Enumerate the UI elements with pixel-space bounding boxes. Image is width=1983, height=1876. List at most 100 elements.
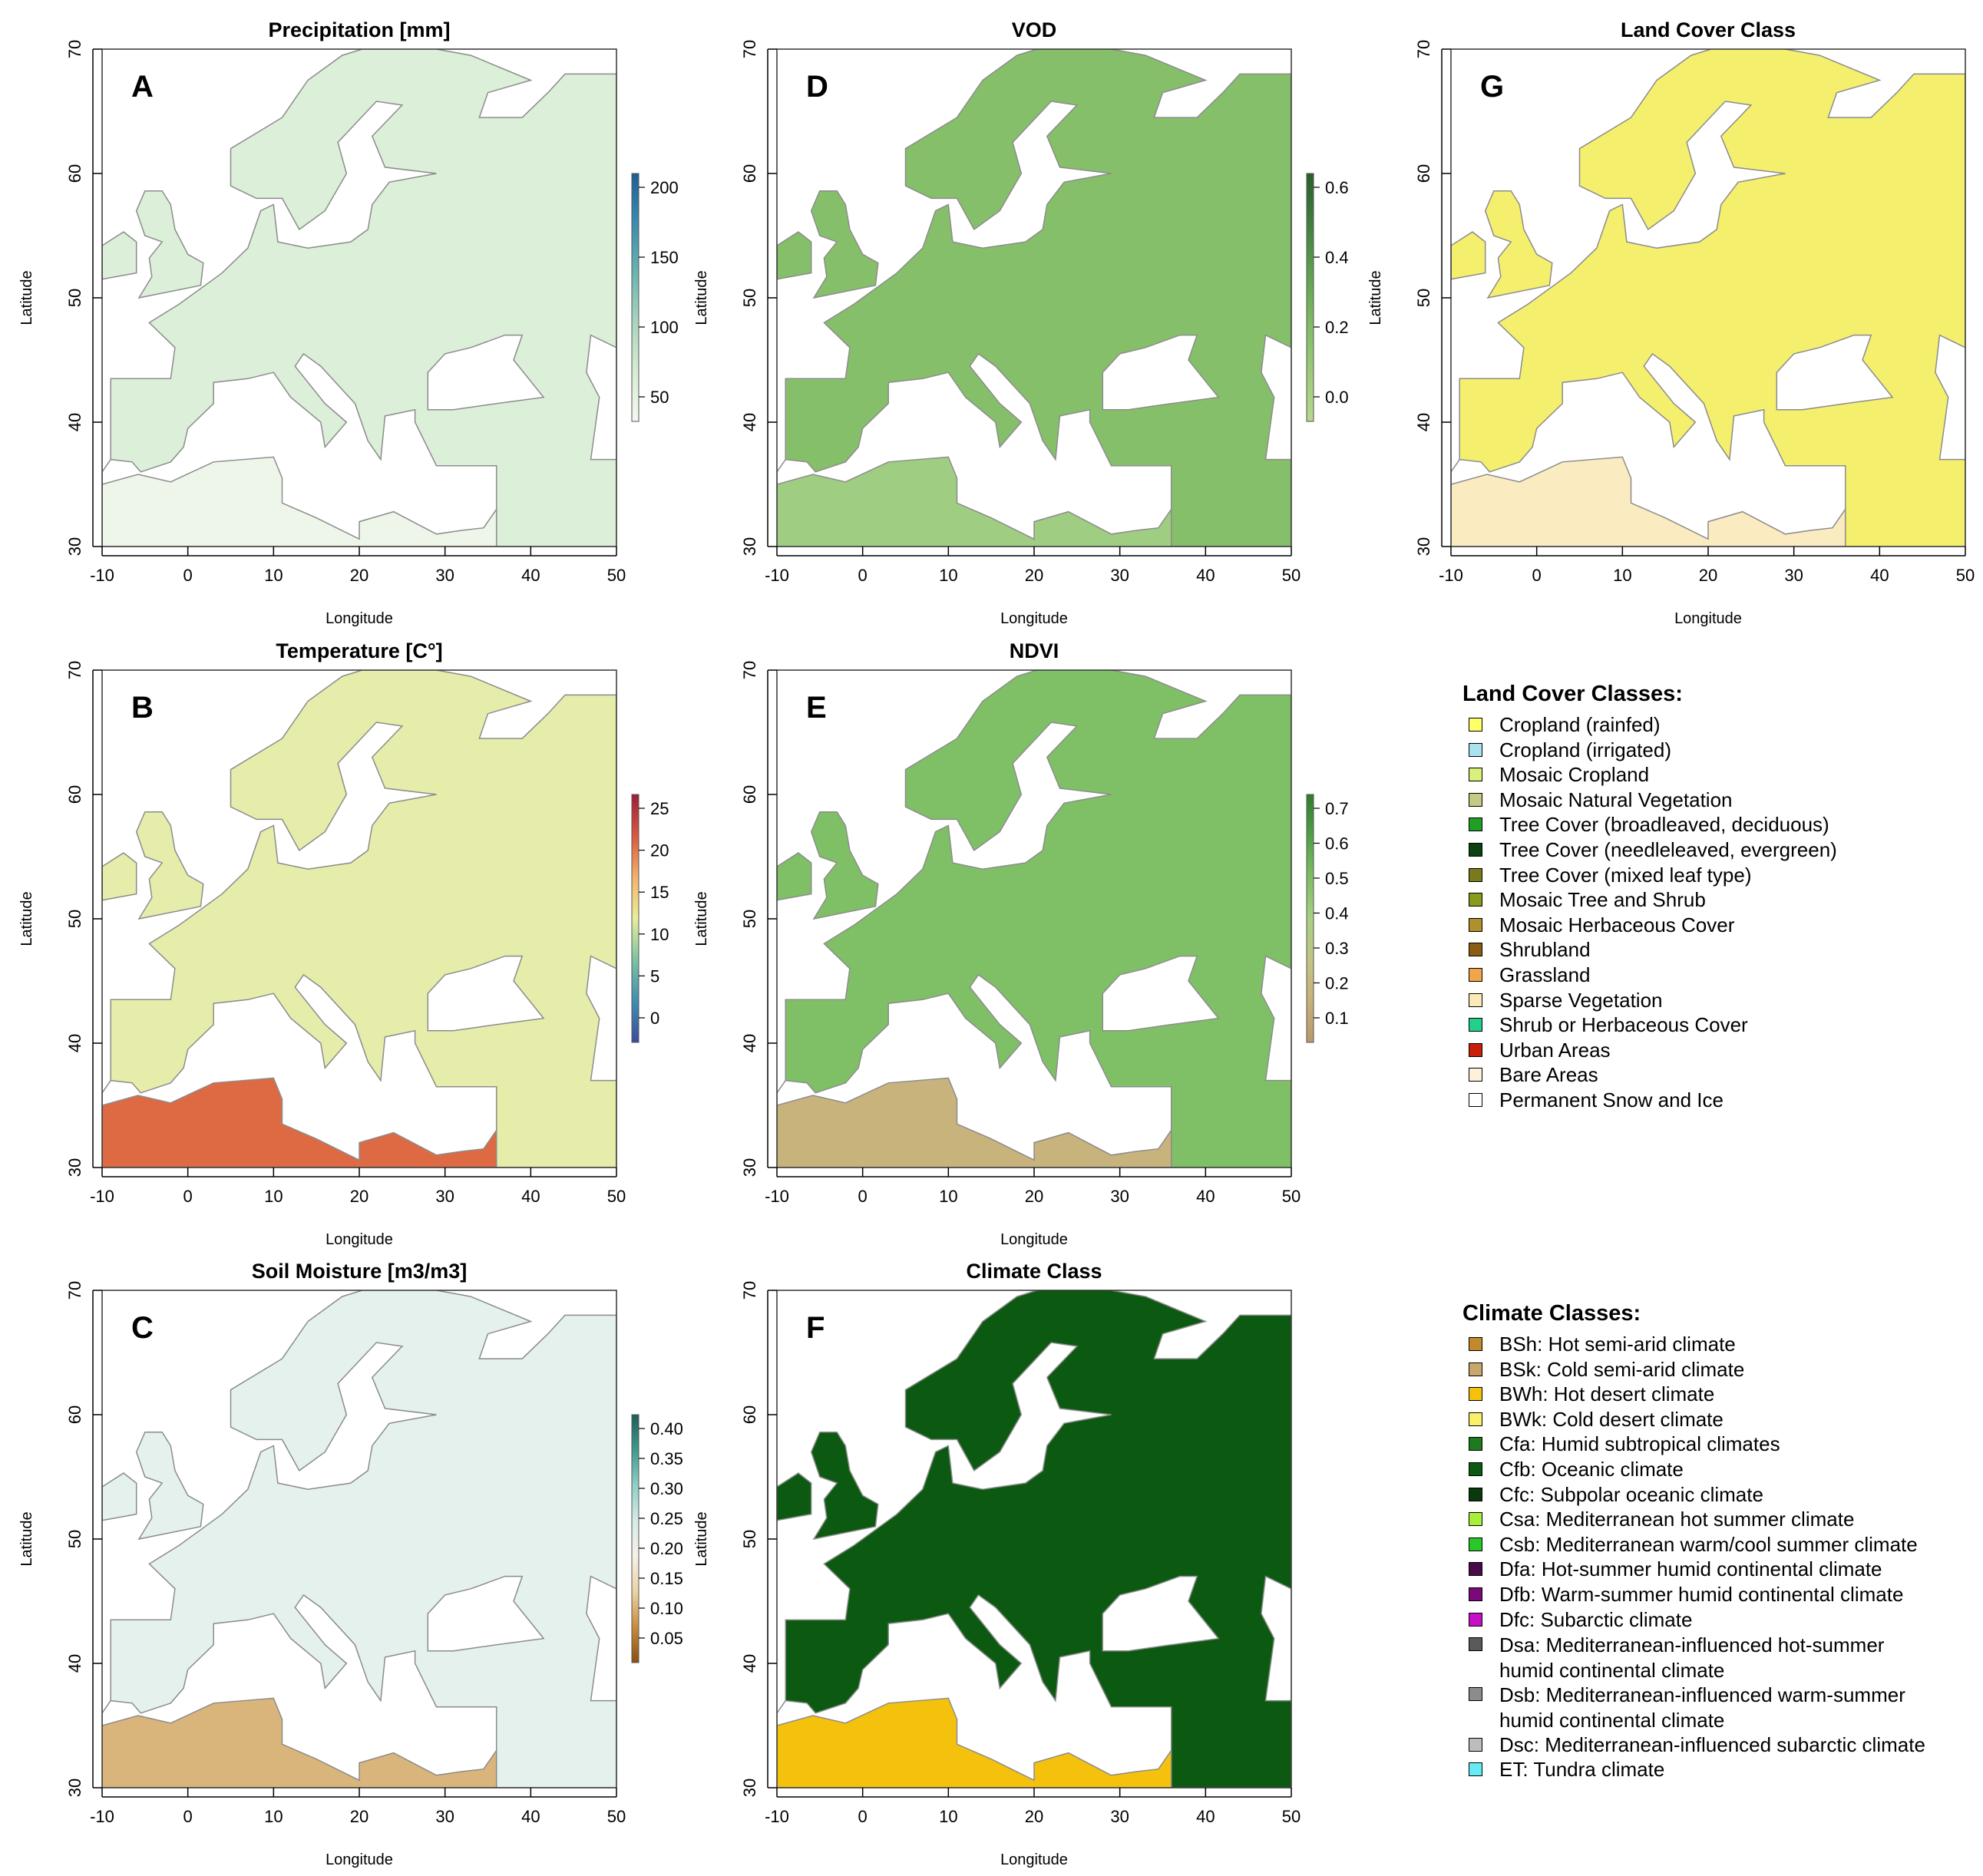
landcover-legend-swatch <box>1469 742 1482 757</box>
y-tick-label: 50 <box>740 1530 759 1548</box>
land-mainland <box>777 670 1291 1168</box>
y-tick-label: 70 <box>740 1281 759 1300</box>
landcover-legend-label: Bare Areas <box>1499 1063 1598 1087</box>
y-tick-label: 40 <box>1414 413 1433 431</box>
x-tick-label: 30 <box>435 1187 454 1206</box>
landcover-legend-swatch <box>1469 842 1482 857</box>
colorbar-tick-label: 15 <box>650 883 669 902</box>
land-ireland <box>102 231 137 280</box>
y-tick-label: 50 <box>740 289 759 307</box>
y-tick-label: 40 <box>65 1654 84 1673</box>
y-tick-label: 40 <box>65 1034 84 1052</box>
landcover-legend-swatch <box>1469 817 1482 832</box>
black-sea <box>1102 955 1220 1032</box>
panel-soil: Soil Moisture [m3/m3] C -10 0 10 20 30 40 50 Long… <box>18 1260 683 1868</box>
climate-legend-item: Dfa: Hot-summer humid continental climat… <box>1462 1557 1929 1583</box>
colorbar <box>631 1414 640 1663</box>
y-tick-label: 50 <box>65 910 84 928</box>
land-mainland <box>777 1290 1291 1788</box>
climate-legend-item: Dsb: Mediterranean-influenced warm-summe… <box>1462 1683 1929 1732</box>
landcover-legend-label: Urban Areas <box>1499 1038 1611 1062</box>
landcover-legend-swatch <box>1469 768 1482 782</box>
colorbar-tick-label: 0.4 <box>1325 904 1349 923</box>
x-tick-label: 20 <box>350 566 369 585</box>
colorbar <box>1306 173 1314 422</box>
land-britain <box>810 190 879 299</box>
landcover-legend-item: Mosaic Natural Vegetation <box>1462 788 1837 814</box>
x-tick-label: 10 <box>939 566 957 585</box>
colorbar-tick-label: 0.6 <box>1325 178 1349 197</box>
land-ireland <box>102 852 137 901</box>
land-north-africa <box>102 1697 497 1788</box>
y-tick-label: 70 <box>65 661 84 679</box>
colorbar-tick-label: 0.35 <box>650 1449 683 1468</box>
x-tick-label: 0 <box>183 566 193 585</box>
climate-legend-item: BSk: Cold semi-arid climate <box>1462 1358 1929 1383</box>
black-sea <box>1102 1575 1220 1652</box>
y-axis-label: Latitude <box>18 1511 35 1566</box>
panel-title: Precipitation [mm] <box>268 18 450 41</box>
x-axis-label: Longitude <box>1000 1231 1068 1248</box>
colorbar <box>631 173 640 422</box>
landcover-legend-swatch <box>1469 718 1482 732</box>
climate-legend-label: Csb: Mediterranean warm/cool summer clim… <box>1499 1532 1918 1556</box>
landcover-legend-item: Mosaic Tree and Shrub <box>1462 888 1837 913</box>
climate-legend-label: Cfa: Humid subtropical climates <box>1499 1432 1780 1456</box>
x-tick-label: 20 <box>350 1807 369 1826</box>
land-north-africa <box>1451 456 1846 547</box>
x-tick-label: -10 <box>765 1807 789 1826</box>
panel-precip: Precipitation [mm] A -10 0 10 20 30 40 50 Longitu… <box>18 18 679 627</box>
y-tick-label: 60 <box>740 785 759 804</box>
climate-legend-item: Csb: Mediterranean warm/cool summer clim… <box>1462 1533 1929 1558</box>
panel-title: Land Cover Class <box>1621 18 1796 41</box>
climate-legend-item: Cfb: Oceanic climate <box>1462 1458 1929 1483</box>
x-tick-label: 50 <box>607 1807 626 1826</box>
x-tick-label: 40 <box>521 1187 540 1206</box>
climate-legend-swatch <box>1469 1562 1482 1577</box>
panel-vod: VOD D -10 0 10 20 30 40 50 Longitude 70 60 50 40 30 Lat… <box>693 18 1349 627</box>
land-ireland <box>102 1472 137 1521</box>
colorbar-tick-label: 0.0 <box>1325 388 1349 407</box>
panel-ndvi: NDVI E -10 0 10 20 30 40 50 Longitude 70 60 50 40 30 La… <box>693 639 1349 1248</box>
x-tick-label: 0 <box>858 1187 868 1206</box>
y-tick-label: 70 <box>740 661 759 679</box>
climate-legend-label: BWh: Hot desert climate <box>1499 1382 1715 1406</box>
climate-legend: Climate Classes: BSh: Hot semi-arid clim… <box>1462 1301 1929 1783</box>
colorbar-tick-label: 0.25 <box>650 1509 683 1528</box>
climate-legend-swatch <box>1469 1537 1482 1551</box>
x-tick-label: 10 <box>939 1807 957 1826</box>
map-temp <box>102 670 616 1168</box>
y-tick-label: 30 <box>740 1158 759 1177</box>
x-tick-label: 50 <box>1282 1807 1301 1826</box>
y-tick-label: 30 <box>740 537 759 556</box>
y-tick-label: 50 <box>740 910 759 928</box>
colorbar-tick-label: 0.4 <box>1325 248 1349 267</box>
y-tick-label: 30 <box>740 1779 759 1797</box>
landcover-legend-label: Cropland (irrigated) <box>1499 738 1671 761</box>
x-tick-label: 10 <box>264 1187 283 1206</box>
climate-legend-swatch <box>1469 1461 1482 1476</box>
land-ireland <box>1451 231 1486 280</box>
landcover-legend-label: Permanent Snow and Ice <box>1499 1088 1724 1111</box>
y-tick-label: 60 <box>65 164 84 183</box>
y-tick-label: 60 <box>740 164 759 183</box>
colorbar-tick-label: 0.05 <box>650 1629 683 1648</box>
land-britain <box>810 811 879 920</box>
y-axis-label: Latitude <box>1367 270 1384 325</box>
colorbar-tick-label: 150 <box>650 248 679 267</box>
y-tick-label: 60 <box>65 1405 84 1424</box>
land-britain <box>135 811 204 920</box>
colorbar-tick-label: 0.10 <box>650 1599 683 1618</box>
climate-legend-swatch <box>1469 1412 1482 1426</box>
landcover-legend-title: Land Cover Classes: <box>1462 682 1683 706</box>
landcover-legend-swatch <box>1469 1068 1482 1082</box>
land-britain <box>135 190 204 299</box>
colorbar-tick-label: 0.20 <box>650 1539 683 1558</box>
x-tick-label: 40 <box>1870 566 1889 585</box>
climate-legend-swatch <box>1469 1687 1482 1702</box>
climate-legend-swatch <box>1469 1737 1482 1752</box>
climate-legend-label: Dsa: Mediterranean-influenced hot-summer… <box>1499 1633 1885 1682</box>
colorbar-tick-label: 50 <box>650 388 669 407</box>
map-climate <box>777 1290 1291 1788</box>
